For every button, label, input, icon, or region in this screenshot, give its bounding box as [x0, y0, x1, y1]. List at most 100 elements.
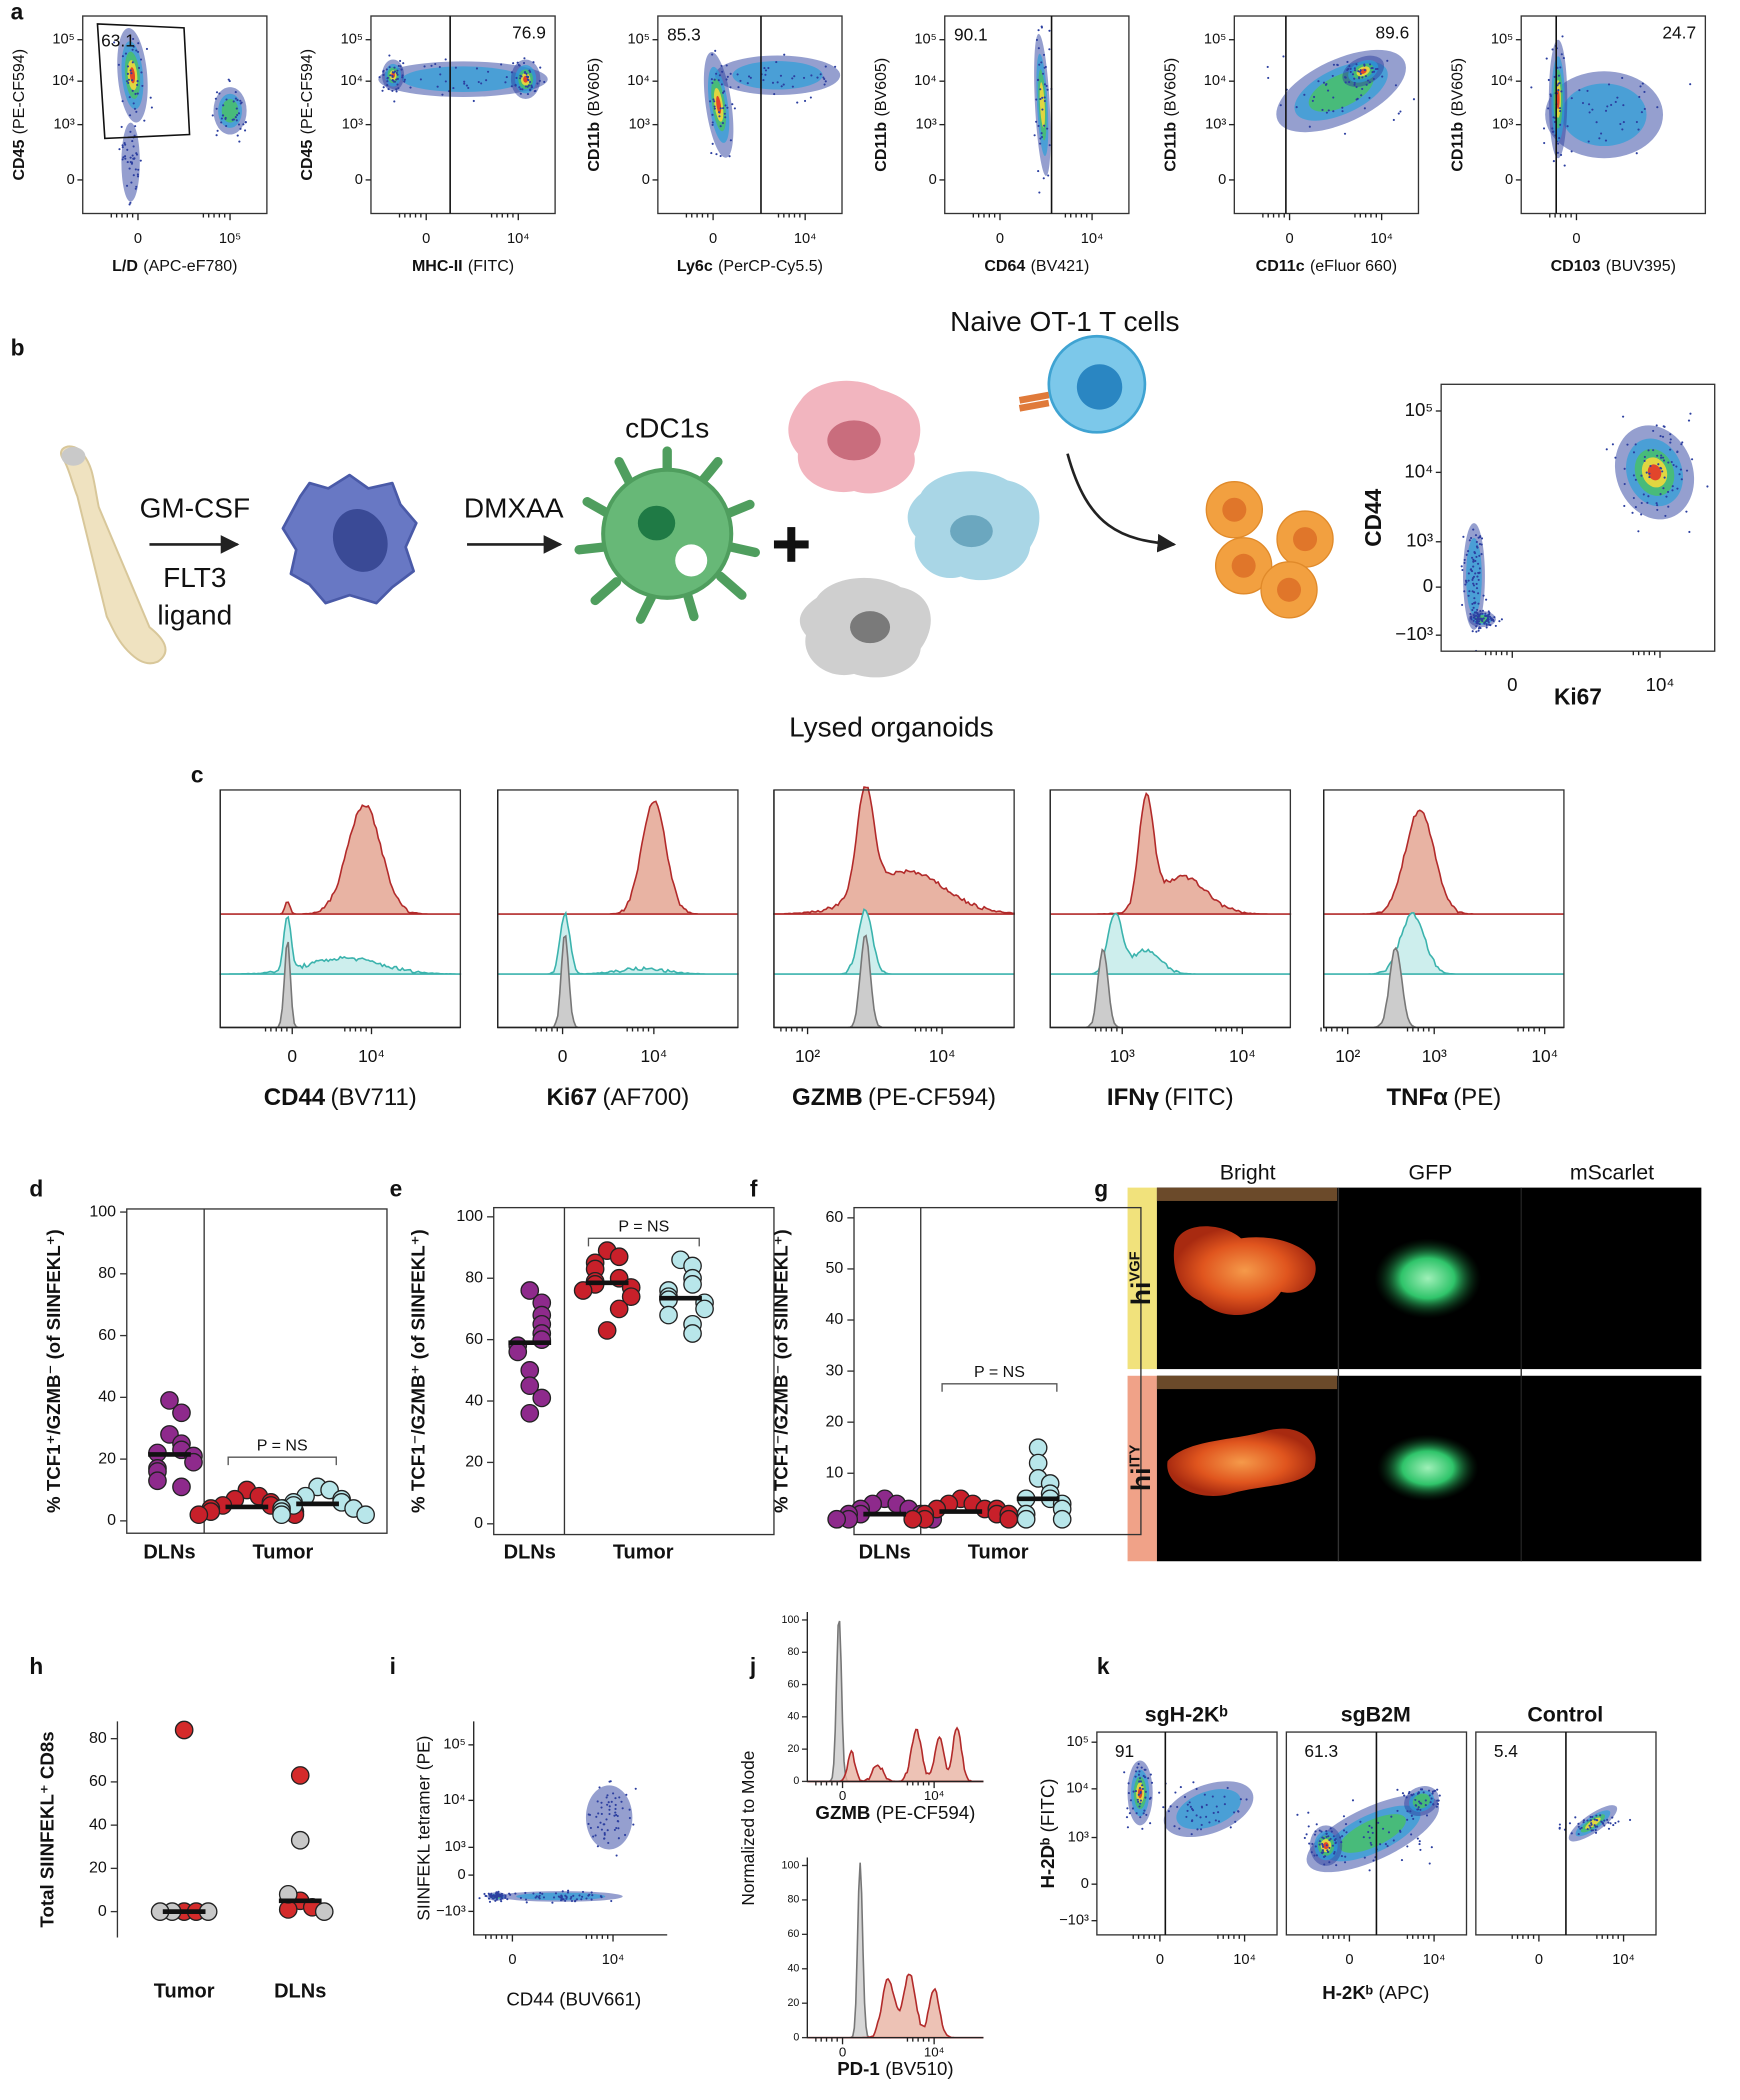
event-dot	[1048, 144, 1051, 147]
event-dot	[133, 134, 136, 137]
event-dot	[1558, 137, 1561, 140]
y-tick-label: 10⁵	[914, 32, 936, 48]
event-dot	[729, 139, 732, 142]
event-dot	[489, 1895, 492, 1898]
event-dot	[1687, 419, 1691, 422]
event-dot	[600, 1801, 603, 1804]
event-dot	[1472, 575, 1476, 578]
x-tick-label: 0	[1156, 1952, 1164, 1968]
event-dot	[134, 92, 137, 96]
data-point	[609, 1247, 629, 1267]
y-tick-label: 40	[826, 1311, 844, 1328]
event-dot	[1659, 435, 1662, 438]
fluor-name: (PerCP-Cy5.5)	[718, 258, 823, 275]
data-point	[621, 1287, 641, 1306]
event-dot	[1134, 1775, 1137, 1778]
event-dot	[1429, 1801, 1432, 1804]
event-dot	[1637, 530, 1640, 533]
event-dot	[486, 70, 490, 73]
event-dot	[1604, 109, 1608, 112]
plot-frame	[1520, 15, 1707, 215]
event-dot	[1577, 1822, 1580, 1825]
event-dot	[1681, 441, 1684, 444]
event-dot	[1662, 459, 1666, 462]
event-dot	[1480, 553, 1483, 556]
event-dot	[1637, 128, 1640, 131]
event-dot	[613, 1828, 616, 1831]
event-dot	[1134, 1770, 1138, 1773]
event-dot	[1349, 70, 1352, 74]
event-dot	[614, 1803, 617, 1807]
marker-name: Ki67	[546, 1084, 597, 1111]
event-dot	[1473, 602, 1476, 605]
event-dot	[613, 1814, 616, 1817]
event-dot	[1321, 1849, 1324, 1852]
event-dot	[536, 82, 539, 85]
y-tick-label: 0	[1505, 172, 1513, 188]
event-dot	[1344, 1855, 1347, 1858]
event-dot	[1142, 1812, 1145, 1815]
event-dot	[403, 80, 406, 83]
x-tick-label: 10⁴	[1646, 674, 1675, 695]
event-dot	[1560, 90, 1563, 93]
event-dot	[1137, 1762, 1140, 1766]
event-dot	[1634, 478, 1637, 481]
event-dot	[239, 99, 242, 102]
event-dot	[1662, 425, 1665, 428]
marker-name: TNFα	[1386, 1084, 1448, 1111]
event-dot	[1566, 125, 1569, 128]
event-dot	[1358, 76, 1361, 79]
event-dot	[131, 61, 134, 64]
event-dot	[1351, 73, 1355, 76]
category-label: Tumor	[154, 1981, 215, 2003]
event-dot	[387, 88, 390, 91]
axis-label: CD44	[1360, 488, 1386, 546]
x-tick-label: 0	[1507, 674, 1517, 695]
event-dot	[1593, 1824, 1596, 1827]
flow-plot	[1123, 1760, 1254, 1838]
event-dot	[130, 161, 134, 164]
event-dot	[557, 1895, 560, 1898]
fluor-name: (FITC)	[1037, 1778, 1058, 1832]
event-dot	[214, 97, 217, 100]
event-dot	[1670, 460, 1673, 464]
density-contour	[221, 98, 239, 123]
event-dot	[1190, 1833, 1193, 1836]
event-dot	[715, 153, 718, 156]
event-dot	[136, 92, 139, 95]
panel-letter: k	[1097, 1653, 1110, 1679]
histogram-curve	[1323, 809, 1564, 915]
event-dot	[1279, 104, 1282, 107]
event-dot	[1614, 1821, 1617, 1825]
event-dot	[491, 1895, 494, 1898]
event-dot	[1307, 1811, 1310, 1814]
event-dot	[494, 1899, 497, 1902]
event-dot	[1138, 1770, 1141, 1773]
event-dot	[1685, 469, 1689, 472]
event-dot	[719, 107, 722, 110]
data-point	[172, 1477, 191, 1497]
event-dot	[1344, 76, 1347, 79]
event-dot	[1488, 615, 1492, 618]
event-dot	[617, 1820, 620, 1823]
event-dot	[1662, 487, 1665, 490]
event-dot	[145, 47, 149, 51]
event-dot	[1346, 68, 1349, 72]
event-dot	[1607, 1827, 1611, 1830]
event-dot	[1600, 132, 1603, 135]
event-dot	[1589, 1815, 1592, 1819]
event-dot	[399, 59, 402, 63]
event-dot	[396, 69, 399, 72]
y-tick-label: 10³	[1406, 530, 1433, 551]
event-dot	[1341, 1835, 1344, 1838]
event-dot	[1365, 83, 1368, 86]
event-dot	[121, 100, 124, 103]
marker-name: Ki67	[1554, 684, 1602, 710]
event-dot	[1660, 454, 1663, 457]
event-dot	[236, 99, 239, 102]
event-dot	[529, 70, 532, 74]
event-dot	[1403, 1794, 1406, 1797]
event-dot	[1394, 84, 1398, 87]
event-dot	[1479, 535, 1482, 538]
event-dot	[1318, 1843, 1321, 1846]
